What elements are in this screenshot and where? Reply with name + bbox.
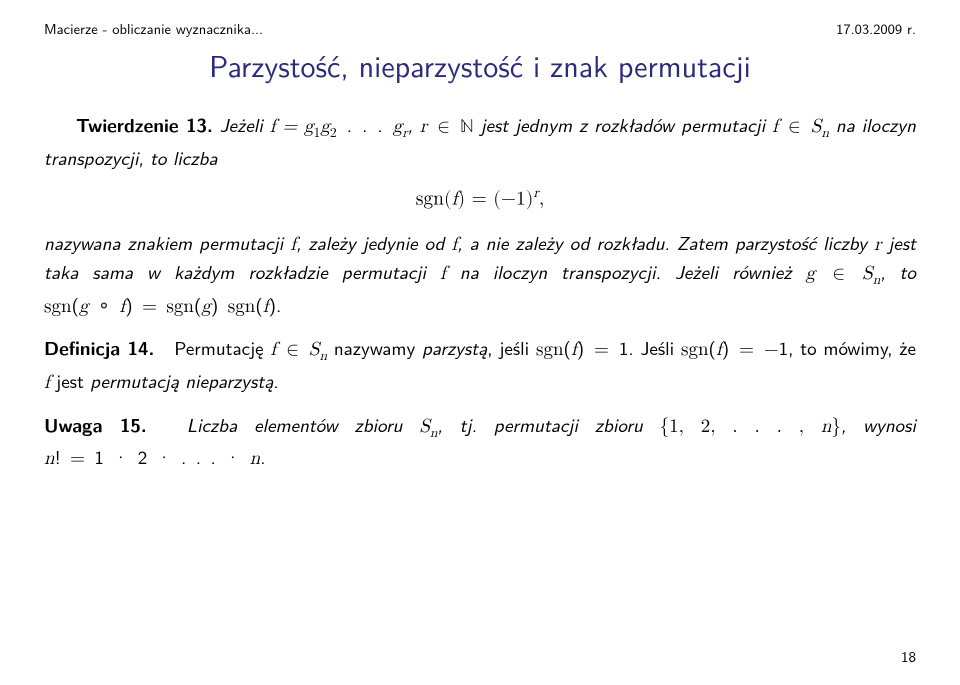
- thm13-lead: Jeżeli: [220, 110, 270, 138]
- thm13-label: Twierdzenie 13.: [76, 110, 213, 138]
- header-left: Macierze - obliczanie wyznacznika...: [44, 18, 263, 39]
- page-header: Macierze - obliczanie wyznacznika... 17.…: [44, 18, 916, 39]
- definition-14: Definicja 14. Permutację f ∈ Sn nazywamy…: [44, 334, 916, 396]
- rem15-label: Uwaga 15.: [44, 410, 147, 438]
- page-number: 18: [901, 645, 916, 667]
- header-right: 17.03.2009 r.: [836, 18, 916, 39]
- display-sgn: sgn(f) = (−1)r,: [44, 185, 916, 211]
- page-title: Parzystość, nieparzystość i znak permuta…: [44, 43, 916, 87]
- theorem-13-body: nazywana znakiem permutacji f, zależy je…: [44, 229, 916, 321]
- def14-label: Definicja 14.: [44, 333, 154, 361]
- theorem-13-head: Twierdzenie 13. Jeżeli f = g1g2 . . . gr…: [44, 111, 916, 171]
- remark-15: Uwaga 15. Liczba elementów zbioru Sn, tj…: [44, 411, 916, 473]
